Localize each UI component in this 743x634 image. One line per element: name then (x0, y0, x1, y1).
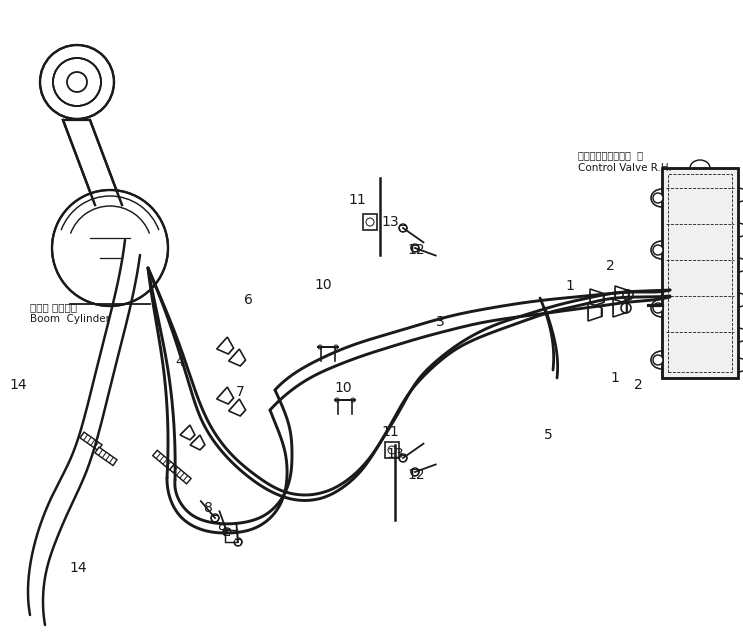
Polygon shape (63, 120, 122, 205)
Text: 2: 2 (634, 378, 643, 392)
Text: 11: 11 (348, 193, 366, 207)
Text: 5: 5 (544, 428, 552, 442)
Polygon shape (169, 464, 191, 484)
Text: 2: 2 (606, 259, 614, 273)
Polygon shape (217, 337, 233, 354)
Text: 10: 10 (314, 278, 332, 292)
Text: 10: 10 (334, 381, 352, 395)
Circle shape (334, 345, 338, 349)
Circle shape (411, 244, 419, 252)
Text: Boom  Cylinder: Boom Cylinder (30, 314, 110, 324)
Text: 13: 13 (381, 215, 399, 229)
Text: 12: 12 (407, 243, 425, 257)
Circle shape (366, 218, 374, 226)
Polygon shape (613, 299, 626, 317)
Circle shape (388, 446, 396, 454)
Polygon shape (153, 450, 174, 470)
Polygon shape (180, 425, 195, 440)
Polygon shape (95, 447, 117, 465)
Bar (363, 214, 377, 230)
Polygon shape (615, 286, 629, 304)
Text: 3: 3 (435, 315, 444, 329)
Polygon shape (588, 303, 602, 321)
Polygon shape (225, 530, 237, 542)
Bar (668, 174, 732, 372)
Text: 12: 12 (407, 468, 425, 482)
Circle shape (211, 514, 219, 522)
Circle shape (653, 303, 663, 313)
Circle shape (53, 58, 101, 106)
Circle shape (653, 245, 663, 255)
Polygon shape (229, 349, 246, 366)
Text: 8: 8 (204, 501, 212, 515)
Circle shape (234, 538, 242, 546)
Polygon shape (229, 399, 246, 416)
Text: 9: 9 (218, 523, 227, 537)
Polygon shape (590, 289, 603, 307)
Circle shape (223, 528, 231, 536)
Bar (662, 168, 738, 378)
Text: Control Valve R.H.: Control Valve R.H. (578, 163, 672, 173)
Text: 13: 13 (386, 447, 403, 461)
Polygon shape (217, 387, 233, 404)
Text: コントロールバルブ  右: コントロールバルブ 右 (578, 150, 643, 160)
Text: 6: 6 (244, 293, 253, 307)
Text: ブーム シリンダ: ブーム シリンダ (30, 302, 77, 312)
Text: 1: 1 (565, 279, 574, 293)
Bar (662, 168, 738, 378)
Circle shape (52, 190, 168, 306)
Text: 1: 1 (611, 371, 620, 385)
Text: 11: 11 (381, 425, 399, 439)
Text: 4: 4 (175, 355, 184, 369)
Circle shape (411, 468, 419, 476)
Circle shape (399, 454, 407, 462)
Circle shape (653, 355, 663, 365)
Circle shape (653, 193, 663, 203)
Polygon shape (80, 432, 102, 451)
Circle shape (335, 398, 339, 402)
Circle shape (399, 224, 407, 232)
Text: 14: 14 (9, 378, 27, 392)
Circle shape (351, 398, 355, 402)
Bar (385, 442, 399, 458)
Circle shape (318, 345, 322, 349)
Text: 7: 7 (236, 385, 244, 399)
Polygon shape (190, 435, 205, 450)
Text: 14: 14 (69, 561, 87, 575)
Circle shape (40, 45, 114, 119)
